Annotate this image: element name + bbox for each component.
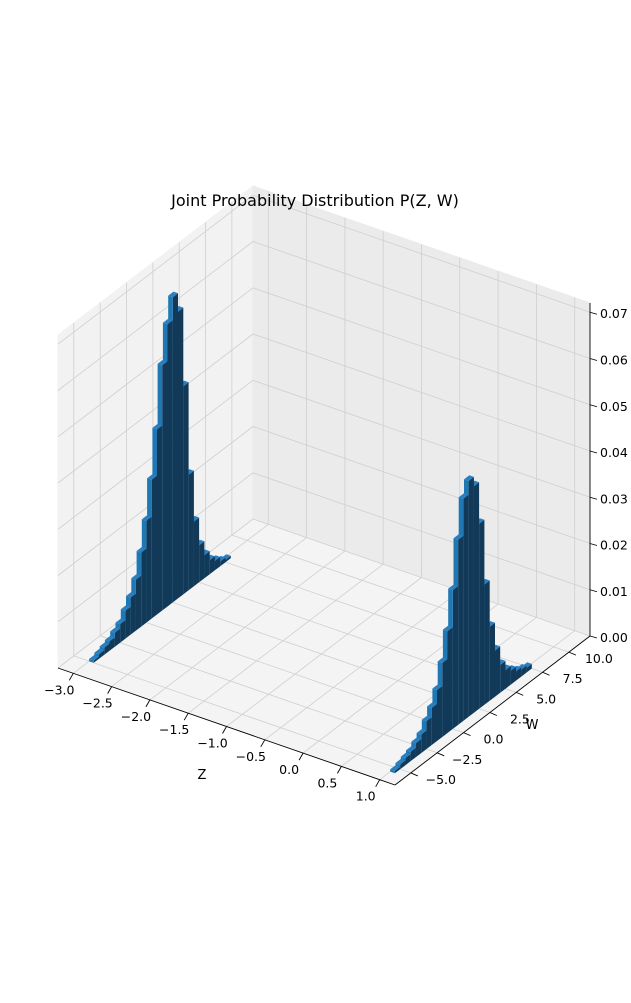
grid-line-z-5: [57, 287, 591, 438]
x-tick-mark-6: [298, 752, 304, 761]
grid-line-z-6: [57, 241, 591, 391]
x-tick-mark-1: [107, 686, 113, 694]
x-tick-label-5: −0.5: [236, 749, 266, 764]
x-tick-mark-5: [260, 739, 266, 748]
x-tick-label-3: −1.5: [159, 722, 189, 737]
z-tick-label-4: 0.04: [600, 445, 628, 460]
bar-s0-0: [89, 654, 99, 663]
grid-line-z-3: [57, 379, 591, 530]
y-tick-label-2: 0.0: [484, 732, 504, 747]
y-axis-line: [394, 635, 591, 786]
y-tick-label-5: 7.5: [563, 671, 583, 686]
z-tick-label-3: 0.03: [600, 491, 628, 506]
z-tick-mark-7: [589, 311, 598, 315]
grid-line-z-4: [57, 333, 591, 484]
x-tick-label-0: −3.0: [44, 682, 74, 697]
y-tick-label-4: 5.0: [536, 691, 556, 706]
bar-s1-0: [390, 765, 401, 774]
y-tick-label-6: 10.0: [585, 651, 613, 666]
z-tick-label-0: 0.00: [600, 630, 628, 645]
z-tick-mark-1: [589, 589, 598, 593]
x-tick-label-4: −1.0: [197, 736, 227, 751]
z-tick-mark-3: [589, 496, 598, 500]
y-tick-mark-2: [463, 732, 471, 737]
bar-s1-4: [411, 737, 422, 758]
x-tick-label-1: −2.5: [82, 696, 112, 711]
z-tick-mark-2: [589, 543, 598, 546]
y-tick-mark-3: [489, 712, 498, 716]
axis-panes: [56, 184, 592, 786]
x-axis-label: Z: [198, 768, 207, 783]
y-tick-label-0: −5.0: [426, 772, 456, 787]
y-tick-label-1: −2.5: [452, 752, 482, 767]
x-tick-mark-3: [183, 712, 189, 721]
y-tick-mark-4: [516, 691, 524, 696]
z-tick-label-1: 0.01: [600, 584, 628, 599]
z-tick-mark-4: [589, 450, 598, 454]
z-tick-mark-0: [589, 635, 598, 639]
y-tick-label-3: 2.5: [510, 712, 530, 727]
x-tick-mark-0: [68, 673, 74, 681]
x-tick-mark-8: [375, 779, 381, 787]
y-tick-mark-6: [568, 651, 577, 656]
grid-line-z-7: [57, 194, 591, 345]
x-tick-label-7: 0.5: [317, 775, 337, 790]
z-tick-label-6: 0.06: [600, 353, 628, 368]
z-tick-mark-5: [589, 404, 598, 408]
y-tick-mark-5: [542, 671, 550, 676]
z-tick-mark-6: [589, 358, 598, 361]
tick-labels: −3.0 −2.5 −2.0 −1.5 −1.0 −0.5 0.0 0.5 1.0 −5.0 −2.…: [44, 306, 628, 804]
x-tick-label-2: −2.0: [121, 709, 151, 724]
x-tick-label-6: 0.0: [279, 762, 299, 777]
x-tick-label-8: 1.0: [356, 789, 376, 804]
y-tick-mark-1: [436, 752, 445, 757]
z-tick-label-7: 0.07: [600, 306, 628, 321]
z-tick-label-5: 0.05: [600, 399, 628, 414]
bars: [89, 291, 532, 774]
y-tick-mark-0: [410, 772, 418, 777]
y-axis-label: W: [526, 718, 539, 733]
x-tick-mark-2: [145, 699, 151, 708]
x-tick-mark-4: [222, 726, 227, 734]
z-tick-label-2: 0.02: [600, 538, 628, 553]
x-tick-mark-7: [336, 766, 342, 774]
chart-title: Joint Probability Distribution P(Z, W): [170, 191, 459, 210]
